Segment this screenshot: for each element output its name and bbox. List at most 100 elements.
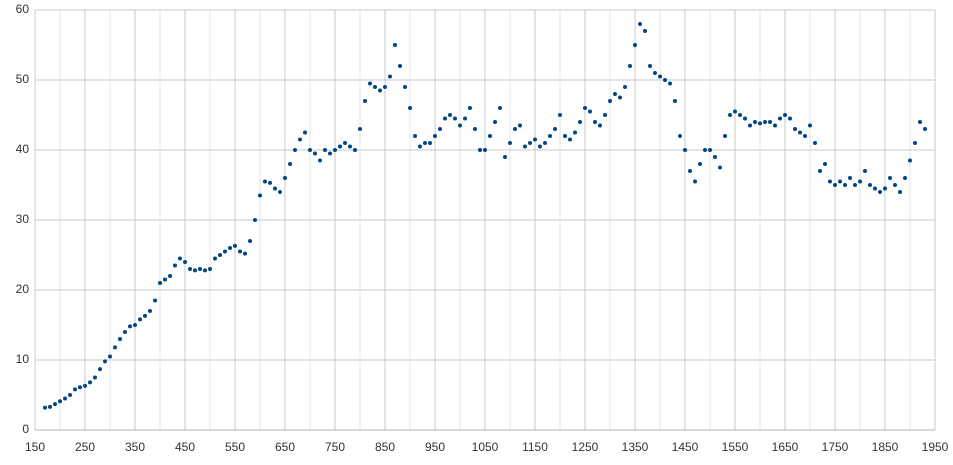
point [113,345,117,350]
point [443,116,447,121]
point [433,134,437,138]
point [88,380,92,385]
point [878,190,882,194]
point [603,113,607,117]
point [48,404,52,409]
point [408,106,412,110]
point [858,179,862,184]
y-tick-label: 60 [16,2,30,16]
point [653,71,657,75]
point [473,127,477,131]
point [818,169,822,173]
point [303,130,307,135]
point [788,116,792,121]
point [398,64,402,68]
point [768,120,772,124]
point [458,123,462,128]
point [913,141,917,145]
point [763,120,767,124]
point [493,120,497,124]
point [758,121,762,126]
point [378,88,382,93]
point [538,144,542,149]
point [43,405,47,410]
point [448,113,452,117]
point [798,130,802,135]
point [648,64,652,68]
point [748,123,752,128]
point [363,99,367,103]
point [463,116,467,121]
point [678,134,682,138]
x-tick-label: 1550 [722,440,749,454]
point [833,183,837,187]
point [308,148,312,152]
point [718,165,722,170]
x-tick-label: 150 [25,440,45,454]
point [743,116,747,121]
point [753,120,757,124]
point [853,183,857,187]
y-tick-label: 10 [16,352,30,366]
x-tick-label: 1950 [922,440,949,454]
point [238,249,242,254]
point [223,249,227,254]
point [533,137,537,142]
point [728,113,732,117]
point [203,268,207,273]
x-tick-label: 450 [175,440,195,454]
point [58,399,62,404]
point [218,253,222,257]
y-tick-label: 50 [16,72,30,86]
point [228,246,232,250]
point [483,148,487,152]
point [723,134,727,138]
point [328,151,332,156]
point [558,113,562,117]
point [248,239,252,243]
point [713,155,717,159]
point [73,387,77,392]
point [583,106,587,110]
point [183,260,187,264]
point [158,281,162,285]
point [288,162,292,166]
point [703,148,707,152]
point [663,78,667,82]
point [808,123,812,128]
point [773,123,777,128]
point [403,85,407,89]
point [418,144,422,149]
point [313,151,317,156]
point [633,43,637,47]
point [588,109,592,114]
point [423,141,427,145]
point [368,81,372,86]
point [278,190,282,194]
point [813,141,817,145]
point [873,186,877,191]
point [128,324,132,329]
point [438,127,442,131]
point [593,120,597,124]
point [923,127,927,131]
point [698,162,702,166]
point [683,148,687,152]
point [573,130,577,135]
point [553,127,557,131]
point [283,176,287,180]
point [268,180,272,185]
point [908,158,912,163]
point [93,375,97,380]
point [733,109,737,114]
point [273,186,277,191]
x-tick-label: 1750 [822,440,849,454]
point [123,330,127,334]
point [778,116,782,121]
point [68,393,72,397]
point [178,256,182,261]
point [898,190,902,194]
point [903,176,907,180]
point [133,323,137,327]
